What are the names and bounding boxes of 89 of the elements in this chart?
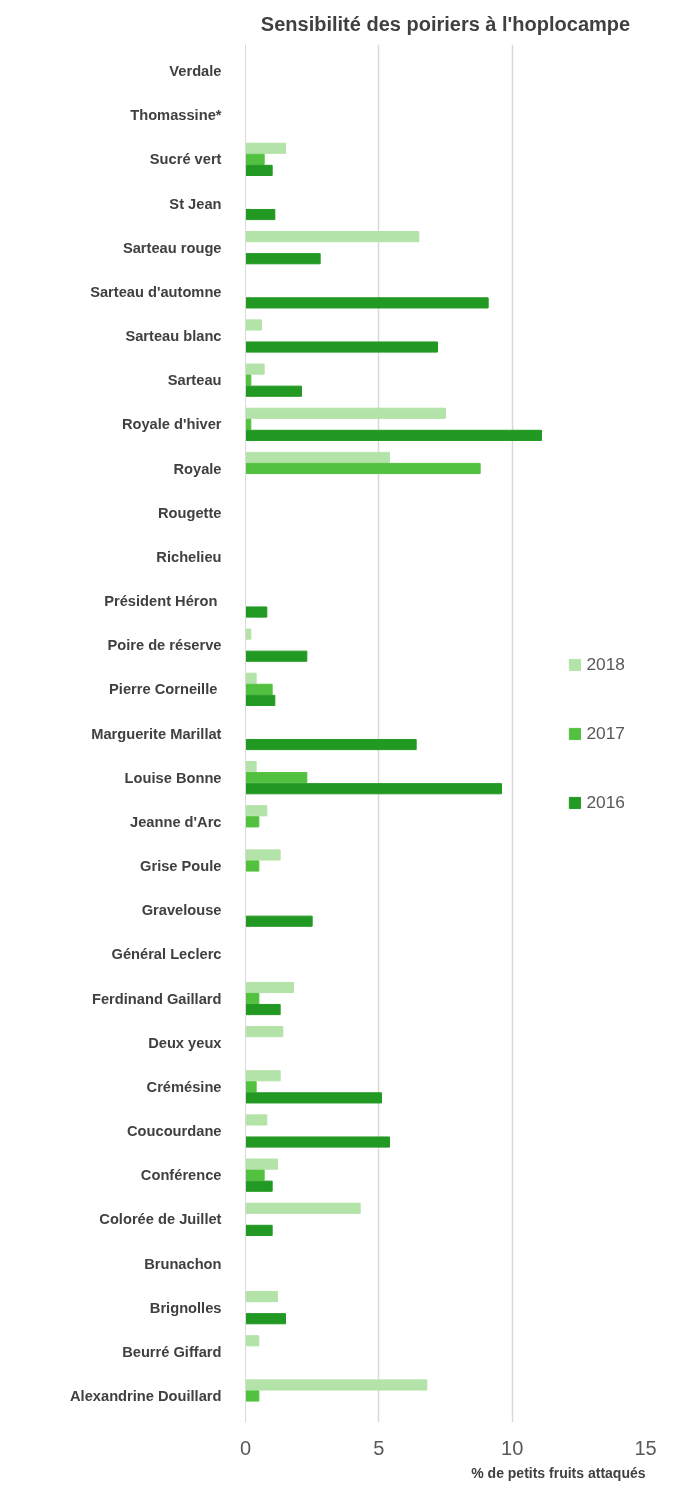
- y-tick-label: Thomassine*: [130, 107, 222, 124]
- bar: [245, 783, 502, 795]
- bar: [245, 462, 481, 475]
- bar: [245, 363, 265, 375]
- bar: [245, 805, 268, 817]
- bar: [245, 385, 302, 397]
- y-tick-label: Royale d'hiver: [121, 416, 222, 433]
- bar: [245, 1026, 284, 1038]
- bar: [245, 153, 265, 165]
- legend-label: 2017: [586, 722, 625, 744]
- x-tick-label: 15: [634, 1436, 657, 1459]
- bar: [245, 772, 308, 784]
- y-tick-label: Brignolles: [149, 1299, 222, 1316]
- y-tick-label: Royale: [173, 460, 222, 477]
- bar: [245, 253, 321, 265]
- bar: [245, 1114, 268, 1126]
- x-tick-label: 10: [501, 1436, 524, 1459]
- bar: [245, 738, 417, 751]
- y-tick-label: Deux yeux: [148, 1034, 223, 1051]
- y-tick-label: Louise Bonne: [124, 769, 222, 786]
- legend-label: 2018: [586, 653, 625, 675]
- bar: [245, 1092, 382, 1104]
- bar: [245, 694, 276, 706]
- bar: [245, 981, 294, 994]
- bar: [245, 142, 286, 154]
- y-tick-label: Jeanne d'Arc: [130, 813, 222, 830]
- y-tick-label: Sucré vert: [149, 151, 222, 168]
- bar: [245, 1202, 361, 1214]
- bar: [245, 816, 260, 828]
- bar: [245, 849, 281, 861]
- bar: [245, 231, 420, 243]
- bar: [245, 1180, 273, 1192]
- y-tick-label: Conférence: [140, 1167, 222, 1184]
- y-tick-label: Gravelouse: [141, 902, 222, 919]
- bar: [245, 1390, 260, 1402]
- y-tick-label: Rougette: [157, 504, 222, 521]
- bar: [245, 761, 257, 773]
- bar: [245, 915, 313, 927]
- legend-label: 2016: [586, 791, 625, 813]
- bar: [245, 297, 489, 309]
- bar: [245, 683, 273, 695]
- x-axis-title: % de petits fruits attaqués: [471, 1464, 646, 1481]
- bar: [245, 1291, 278, 1303]
- y-tick-label: Richelieu: [156, 548, 222, 565]
- y-tick-label: Marguerite Marillat: [91, 725, 222, 742]
- y-tick-label: Grise Poule: [140, 858, 222, 874]
- y-tick-label: Sarteau blanc: [125, 328, 222, 344]
- y-tick-label: Coucourdane: [127, 1123, 222, 1139]
- bar: [245, 208, 276, 221]
- bar: [245, 860, 260, 872]
- y-tick-label: Beurré Giffard: [122, 1343, 222, 1360]
- bar: [245, 1224, 273, 1236]
- bar: [245, 407, 446, 419]
- bar: [245, 672, 257, 684]
- y-tick-label: Poire de réserve: [107, 637, 222, 654]
- bar: [245, 1136, 390, 1148]
- bar: [245, 1070, 281, 1082]
- y-tick-label: Alexandrine Douillard: [70, 1388, 222, 1404]
- bar: [245, 341, 438, 353]
- bar: [245, 319, 262, 331]
- y-tick-label: Crémésine: [146, 1078, 222, 1095]
- y-tick-label: Brunachon: [144, 1255, 222, 1272]
- bar: [245, 451, 390, 464]
- y-tick-label: Ferdinand Gaillard: [92, 990, 222, 1007]
- bar: [245, 992, 260, 1005]
- y-tick-label: Pierre Corneille: [109, 681, 218, 698]
- chart-title: Sensibilité des poiriers à l'hoplocampe: [260, 12, 631, 35]
- x-tick-label: 5: [373, 1436, 385, 1459]
- y-tick-label: Sarteau d'automne: [90, 283, 222, 300]
- y-tick-label: Sarteau: [167, 372, 222, 389]
- bar: [245, 650, 308, 662]
- bar: [245, 606, 268, 618]
- bar: [245, 1169, 265, 1181]
- bar: [245, 164, 273, 176]
- bar: [245, 429, 542, 441]
- bar: [245, 1158, 278, 1170]
- y-tick-label: St Jean: [169, 195, 222, 212]
- y-tick-label: Général Leclerc: [111, 946, 222, 963]
- bar: [245, 1313, 286, 1325]
- y-tick-label: Sarteau rouge: [122, 239, 222, 256]
- bar: [245, 1081, 257, 1093]
- y-tick-label: Président Héron: [104, 593, 218, 609]
- bar: [245, 1379, 428, 1391]
- y-tick-label: Colorée de Juillet: [99, 1211, 222, 1228]
- y-tick-label: Verdale: [169, 63, 222, 79]
- bar: [245, 1335, 260, 1347]
- bar: [245, 1003, 281, 1016]
- x-tick-label: 0: [239, 1436, 252, 1459]
- bar: [245, 628, 252, 640]
